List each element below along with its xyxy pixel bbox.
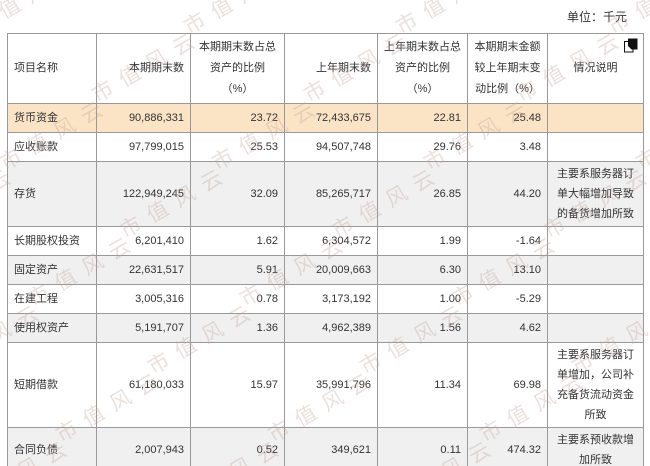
cell-current: 3,005,316 bbox=[96, 284, 191, 314]
cell-prior: 3,173,192 bbox=[284, 284, 378, 314]
cell-current: 2,007,943 bbox=[96, 427, 191, 466]
cell-prior_pct: 29.76 bbox=[377, 132, 468, 162]
column-header-prior-period: 上年期末数 bbox=[284, 33, 378, 104]
table-row: 短期借款 61,180,033 15.97 35,991,796 11.34 69.98 主… bbox=[7, 342, 644, 428]
cell-change_pct: -1.64 bbox=[467, 226, 548, 256]
cell-change_pct: 44.20 bbox=[467, 161, 548, 227]
cell-note bbox=[547, 103, 644, 133]
cell-current_pct: 5.91 bbox=[190, 255, 285, 285]
column-header-change-pct: 本期期末金额较上年期末变动比例（%） bbox=[467, 33, 548, 104]
table-row: 货币资金 90,886,331 23.72 72,433,675 22.81 25.48 bbox=[7, 103, 644, 133]
cell-current_pct: 1.36 bbox=[190, 313, 285, 343]
cell-note bbox=[547, 226, 644, 256]
cell-prior: 349,621 bbox=[284, 427, 378, 466]
cell-prior: 35,991,796 bbox=[284, 342, 378, 428]
table-row: 存货 122,949,245 32.09 85,265,717 26.85 44.20 主要… bbox=[7, 161, 644, 227]
cell-change_pct: 69.98 bbox=[467, 342, 548, 428]
table-body: 货币资金 90,886,331 23.72 72,433,675 22.81 25.48 应… bbox=[7, 103, 644, 466]
column-header-note: 情况说明 bbox=[547, 33, 644, 104]
cell-prior_pct: 26.85 bbox=[377, 161, 468, 227]
cell-name: 应收账款 bbox=[7, 132, 97, 162]
cell-name: 使用权资产 bbox=[7, 313, 97, 343]
cell-change_pct: -5.29 bbox=[467, 284, 548, 314]
cell-note bbox=[547, 313, 644, 343]
cell-current: 61,180,033 bbox=[96, 342, 191, 428]
cell-current: 122,949,245 bbox=[96, 161, 191, 227]
cell-prior: 94,507,748 bbox=[284, 132, 378, 162]
cell-name: 长期股权投资 bbox=[7, 226, 97, 256]
cell-change_pct: 474.32 bbox=[467, 427, 548, 466]
column-header-current-period: 本期期末数 bbox=[96, 33, 191, 104]
cell-prior_pct: 1.56 bbox=[377, 313, 468, 343]
cell-change_pct: 4.62 bbox=[467, 313, 548, 343]
cell-name: 在建工程 bbox=[7, 284, 97, 314]
copy-table-icon[interactable] bbox=[624, 38, 638, 53]
cell-current_pct: 1.62 bbox=[190, 226, 285, 256]
cell-prior: 72,433,675 bbox=[284, 103, 378, 133]
table-row: 应收账款 97,799,015 25.53 94,507,748 29.76 3.48 bbox=[7, 132, 644, 162]
cell-current_pct: 25.53 bbox=[190, 132, 285, 162]
cell-name: 存货 bbox=[7, 161, 97, 227]
cell-change_pct: 25.48 bbox=[467, 103, 548, 133]
cell-note bbox=[547, 255, 644, 285]
cell-name: 固定资产 bbox=[7, 255, 97, 285]
financial-table-container: 项目名称 本期期末数 本期期末数占总资产的比例（%） 上年期末数 上年期末数占总… bbox=[7, 33, 644, 466]
cell-change_pct: 3.48 bbox=[467, 132, 548, 162]
cell-name: 短期借款 bbox=[7, 342, 97, 428]
cell-note: 主要系服务器订单增加，公司补充备货流动资金所致 bbox=[547, 342, 644, 428]
cell-name: 合同负债 bbox=[7, 427, 97, 466]
cell-prior: 6,304,572 bbox=[284, 226, 378, 256]
cell-current: 90,886,331 bbox=[96, 103, 191, 133]
cell-prior: 4,962,389 bbox=[284, 313, 378, 343]
cell-change_pct: 13.10 bbox=[467, 255, 548, 285]
cell-prior_pct: 11.34 bbox=[377, 342, 468, 428]
cell-current_pct: 0.52 bbox=[190, 427, 285, 466]
cell-prior_pct: 22.81 bbox=[377, 103, 468, 133]
cell-note: 主要系服务器订单大幅增加导致的备货增加所致 bbox=[547, 161, 644, 227]
financial-table: 项目名称 本期期末数 本期期末数占总资产的比例（%） 上年期末数 上年期末数占总… bbox=[7, 33, 644, 466]
table-row: 在建工程 3,005,316 0.78 3,173,192 1.00 -5.29 bbox=[7, 284, 644, 314]
cell-name: 货币资金 bbox=[7, 103, 97, 133]
cell-current_pct: 32.09 bbox=[190, 161, 285, 227]
unit-label: 单位：千元 bbox=[566, 10, 627, 24]
cell-current_pct: 23.72 bbox=[190, 103, 285, 133]
column-header-item-name: 项目名称 bbox=[7, 33, 97, 104]
table-row: 长期股权投资 6,201,410 1.62 6,304,572 1.99 -1.64 bbox=[7, 226, 644, 256]
cell-note bbox=[547, 284, 644, 314]
cell-prior_pct: 6.30 bbox=[377, 255, 468, 285]
table-row: 使用权资产 5,191,707 1.36 4,962,389 1.56 4.62 bbox=[7, 313, 644, 343]
cell-prior: 20,009,663 bbox=[284, 255, 378, 285]
cell-current: 97,799,015 bbox=[96, 132, 191, 162]
column-header-prior-pct: 上年期末数占总资产的比例（%） bbox=[377, 33, 468, 104]
cell-current_pct: 15.97 bbox=[190, 342, 285, 428]
cell-current: 22,631,517 bbox=[96, 255, 191, 285]
cell-prior: 85,265,717 bbox=[284, 161, 378, 227]
table-row: 合同负债 2,007,943 0.52 349,621 0.11 474.32 主要系预收款… bbox=[7, 427, 644, 466]
header-row: 项目名称 本期期末数 本期期末数占总资产的比例（%） 上年期末数 上年期末数占总… bbox=[7, 33, 644, 104]
cell-prior_pct: 0.11 bbox=[377, 427, 468, 466]
cell-current_pct: 0.78 bbox=[190, 284, 285, 314]
cell-note bbox=[547, 132, 644, 162]
table-row: 固定资产 22,631,517 5.91 20,009,663 6.30 13.10 bbox=[7, 255, 644, 285]
cell-prior_pct: 1.99 bbox=[377, 226, 468, 256]
column-header-current-pct: 本期期末数占总资产的比例（%） bbox=[190, 33, 285, 104]
cell-current: 5,191,707 bbox=[96, 313, 191, 343]
cell-current: 6,201,410 bbox=[96, 226, 191, 256]
cell-prior_pct: 1.00 bbox=[377, 284, 468, 314]
cell-note: 主要系预收款增加所致 bbox=[547, 427, 644, 466]
